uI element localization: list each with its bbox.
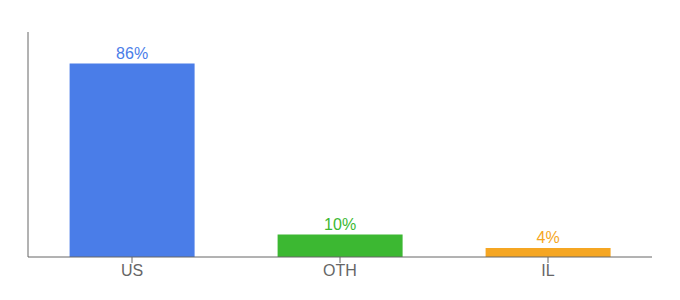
svg-text:OTH: OTH xyxy=(323,262,357,279)
svg-text:86%: 86% xyxy=(116,45,148,62)
svg-text:US: US xyxy=(121,262,143,279)
svg-text:IL: IL xyxy=(541,262,554,279)
svg-text:4%: 4% xyxy=(537,229,560,246)
svg-text:10%: 10% xyxy=(324,216,356,233)
